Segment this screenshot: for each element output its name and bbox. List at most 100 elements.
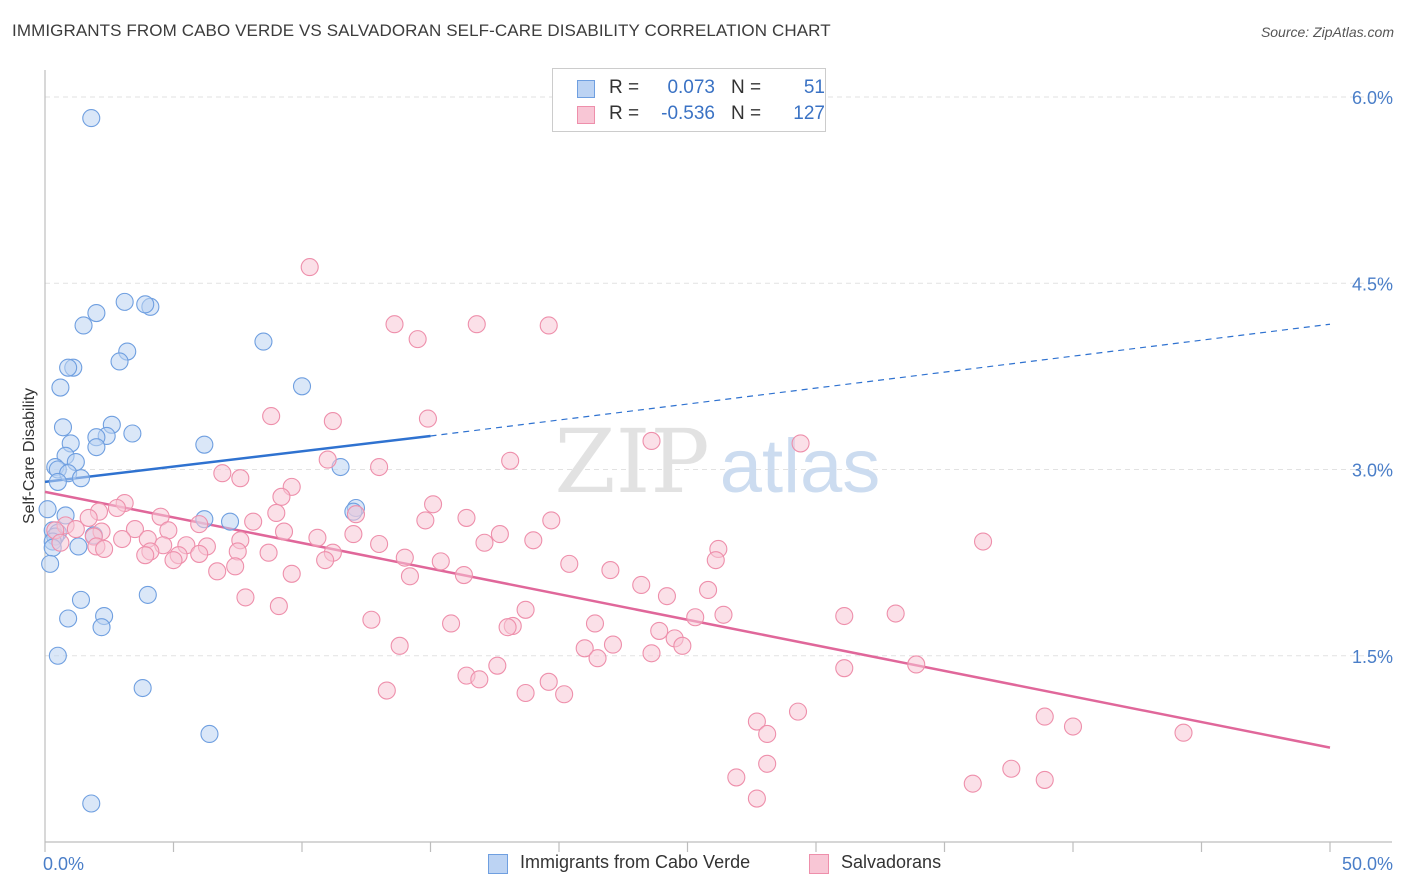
- point-salvadorans-107: [1035, 707, 1054, 726]
- point-salvadorans-86: [442, 614, 461, 633]
- point-salvadorans-70: [282, 564, 301, 583]
- watermark: ZIP atlas: [554, 410, 880, 513]
- point-cabo-verde-15: [123, 424, 142, 443]
- trend-line-cabo-verde: [44, 434, 431, 484]
- point-salvadorans-32: [66, 520, 85, 539]
- point-salvadorans-91: [390, 636, 409, 655]
- trend-line-cabo-verde-extension: [430, 323, 1331, 437]
- point-salvadorans-117: [747, 789, 766, 808]
- point-salvadorans-26: [457, 508, 476, 527]
- point-salvadorans-6: [418, 409, 437, 428]
- point-salvadorans-114: [758, 754, 777, 773]
- point-salvadorans-82: [886, 604, 905, 623]
- source-label: Source: ZipAtlas.com: [1260, 24, 1394, 40]
- point-salvadorans-74: [632, 575, 651, 595]
- point-salvadorans-62: [395, 548, 414, 567]
- point-cabo-verde-1: [115, 292, 134, 311]
- point-cabo-verde-29: [38, 500, 57, 519]
- legend-swatch-salvadorans: [577, 106, 595, 124]
- point-salvadorans-98: [835, 659, 854, 678]
- point-cabo-verde-12: [292, 377, 312, 396]
- point-salvadorans-36: [274, 522, 294, 541]
- point-salvadorans-2: [385, 315, 404, 334]
- point-salvadorans-13: [213, 464, 232, 483]
- point-cabo-verde-6: [254, 332, 273, 351]
- point-cabo-verde-44: [71, 590, 91, 609]
- point-salvadorans-54: [95, 539, 114, 559]
- point-salvadorans-81: [835, 606, 854, 626]
- point-cabo-verde-27: [71, 469, 91, 488]
- point-salvadorans-1: [467, 315, 486, 334]
- point-salvadorans-112: [727, 768, 746, 787]
- point-salvadorans-92: [642, 644, 661, 663]
- point-salvadorans-96: [588, 649, 607, 668]
- y-tick-label-0: 1.5%: [1352, 647, 1393, 667]
- point-salvadorans-43: [524, 531, 543, 550]
- point-salvadorans-11: [501, 451, 520, 470]
- bottom-legend-swatch-salvadorans: [809, 854, 829, 874]
- point-salvadorans-95: [575, 639, 594, 658]
- point-salvadorans-72: [601, 561, 620, 580]
- legend-swatch-cabo-verde: [577, 80, 595, 98]
- point-salvadorans-64: [316, 551, 335, 570]
- point-cabo-verde-8: [110, 352, 129, 371]
- point-salvadorans-59: [136, 546, 155, 565]
- point-salvadorans-41: [308, 528, 327, 547]
- tick-labels: 1.5% 3.0% 4.5% 6.0% 0.0% 50.0%: [43, 88, 1393, 874]
- point-salvadorans-7: [323, 412, 342, 431]
- point-salvadorans-5: [262, 407, 281, 426]
- point-cabo-verde-48: [48, 646, 67, 665]
- point-salvadorans-24: [79, 508, 98, 527]
- point-cabo-verde-50: [200, 724, 219, 744]
- point-salvadorans-105: [516, 683, 535, 703]
- point-cabo-verde-51: [82, 794, 101, 813]
- point-salvadorans-109: [1063, 717, 1083, 736]
- point-cabo-verde-42: [41, 554, 60, 573]
- axes: [44, 70, 1392, 852]
- point-salvadorans-104: [377, 681, 396, 700]
- data-points: [38, 109, 1193, 813]
- point-salvadorans-78: [269, 597, 288, 616]
- point-salvadorans-0: [300, 258, 319, 277]
- watermark-zip: ZIP: [554, 410, 709, 513]
- point-salvadorans-23: [346, 505, 366, 524]
- point-salvadorans-111: [758, 724, 777, 744]
- point-salvadorans-77: [236, 588, 255, 607]
- point-salvadorans-102: [539, 672, 558, 691]
- point-salvadorans-66: [560, 554, 579, 573]
- y-tick-label-3: 6.0%: [1352, 88, 1393, 108]
- point-salvadorans-16: [272, 487, 291, 506]
- point-cabo-verde-4: [87, 303, 106, 323]
- point-cabo-verde-19: [195, 435, 214, 454]
- point-salvadorans-85: [585, 614, 605, 633]
- point-salvadorans-14: [231, 469, 250, 488]
- point-cabo-verde-41: [69, 537, 88, 556]
- point-cabo-verde-28: [48, 472, 67, 491]
- point-cabo-verde-10: [59, 358, 78, 377]
- point-salvadorans-65: [706, 551, 725, 570]
- chart-title: IMMIGRANTS FROM CABO VERDE VS SALVADORAN…: [12, 21, 831, 40]
- point-salvadorans-4: [408, 330, 427, 349]
- point-salvadorans-69: [208, 562, 227, 581]
- point-salvadorans-46: [51, 533, 70, 552]
- point-cabo-verde-11: [51, 378, 70, 397]
- point-salvadorans-79: [516, 600, 535, 619]
- x-tick-label-1: 50.0%: [1342, 854, 1393, 874]
- point-salvadorans-8: [642, 431, 661, 450]
- point-salvadorans-57: [259, 543, 278, 562]
- x-tick-label-0: 0.0%: [43, 854, 84, 874]
- point-salvadorans-12: [370, 457, 389, 477]
- point-salvadorans-29: [190, 515, 209, 534]
- point-salvadorans-3: [539, 316, 558, 335]
- point-salvadorans-19: [107, 498, 127, 518]
- point-salvadorans-94: [673, 636, 692, 655]
- point-cabo-verde-3: [136, 295, 155, 314]
- point-salvadorans-84: [362, 610, 381, 629]
- point-salvadorans-80: [714, 605, 733, 624]
- gridlines: [45, 96, 1392, 657]
- point-salvadorans-97: [488, 656, 507, 675]
- point-cabo-verde-5: [74, 316, 93, 335]
- point-cabo-verde-34: [220, 512, 240, 531]
- point-salvadorans-116: [1035, 770, 1054, 789]
- point-salvadorans-37: [344, 525, 363, 544]
